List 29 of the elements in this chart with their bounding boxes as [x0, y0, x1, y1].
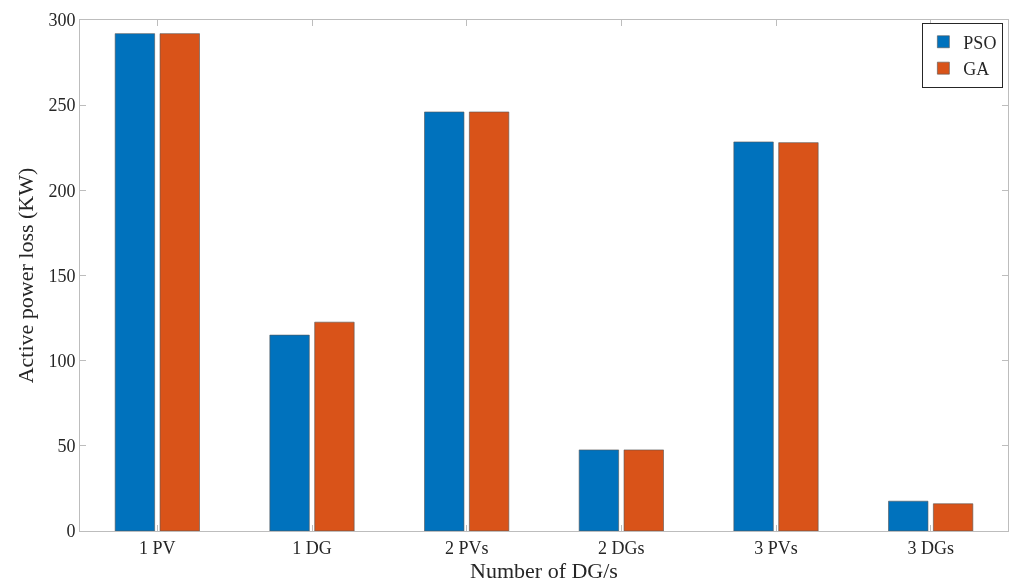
bar [114, 33, 155, 531]
x-tick-label: 1 DG [292, 537, 332, 558]
y-tick-label: 300 [48, 10, 76, 31]
bar [778, 142, 819, 531]
bar [424, 111, 465, 531]
y-tick-label: 0 [66, 521, 76, 542]
bar [469, 111, 510, 531]
x-tick-label: 3 PVs [754, 537, 798, 558]
x-tick-label: 2 DGs [598, 537, 645, 558]
y-tick-label: 200 [48, 180, 76, 201]
bar [933, 503, 974, 531]
x-tick-label: 3 DGs [907, 537, 954, 558]
y-tick-label: 250 [48, 95, 76, 116]
x-tick-label: 1 PV [139, 537, 176, 558]
bar [159, 33, 200, 531]
bar [578, 449, 619, 531]
bar [269, 334, 310, 531]
y-axis-title: Active power loss (KW) [13, 167, 39, 384]
y-tick-label: 150 [48, 265, 76, 286]
bar [623, 449, 664, 531]
y-tick-label: 50 [57, 436, 76, 457]
y-tick-label: 100 [48, 350, 76, 371]
x-axis-title: Number of DG/s [470, 557, 618, 583]
bar [314, 321, 355, 531]
bar [733, 141, 774, 531]
legend-label: GA [963, 59, 990, 80]
x-tick-label: 2 PVs [444, 537, 489, 558]
legend-label: PSO [963, 32, 997, 53]
bar [888, 500, 929, 531]
